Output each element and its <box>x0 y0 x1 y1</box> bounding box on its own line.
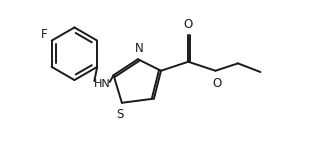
Text: O: O <box>213 76 222 90</box>
Text: HN: HN <box>94 79 111 89</box>
Text: S: S <box>117 108 124 121</box>
Text: N: N <box>135 42 144 55</box>
Text: O: O <box>184 18 193 31</box>
Text: F: F <box>41 28 48 41</box>
